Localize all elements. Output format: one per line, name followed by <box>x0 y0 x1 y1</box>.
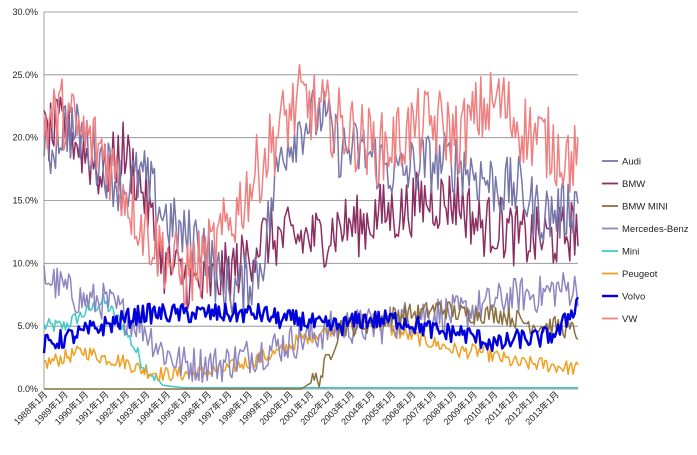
y-tick-label: 0.0% <box>17 384 38 394</box>
y-tick-label: 5.0% <box>17 321 38 331</box>
y-tick-label: 10.0% <box>12 258 38 268</box>
legend-label: Volvo <box>622 292 645 303</box>
legend-label: BMW MINI <box>622 202 668 213</box>
y-axis-ticks: 0.0% 5.0% 10.0% 15.0% 20.0% 25.0% 30.0% <box>12 7 38 394</box>
legend-label: Mini <box>622 247 639 258</box>
y-tick-label: 25.0% <box>12 70 38 80</box>
legend-label: VW <box>622 314 637 325</box>
series-line-mini <box>43 293 578 389</box>
y-tick-label: 20.0% <box>12 133 38 143</box>
series-line-peugeot <box>43 313 579 382</box>
series-layer <box>42 64 580 390</box>
series-line-volvo <box>42 296 580 354</box>
legend-label: BMW <box>622 179 645 190</box>
y-tick-label: 15.0% <box>12 196 38 206</box>
x-axis-ticks: 1988年1月1989年1月1990年1月1991年1月1992年1月1993年… <box>11 389 561 427</box>
legend: Audi BMW BMW MINI Mercedes-Benz Mini Peugeot V… <box>602 157 689 325</box>
series-line-bmw-mini <box>44 301 579 390</box>
legend-label: Audi <box>622 157 641 168</box>
legend-label: Mercedes-Benz <box>622 224 689 235</box>
series-line-vw <box>43 64 579 307</box>
series-line-audi <box>43 87 579 318</box>
y-tick-label: 30.0% <box>12 7 38 17</box>
series-line-bmw <box>43 96 579 311</box>
legend-label: Peugeot <box>622 269 658 280</box>
